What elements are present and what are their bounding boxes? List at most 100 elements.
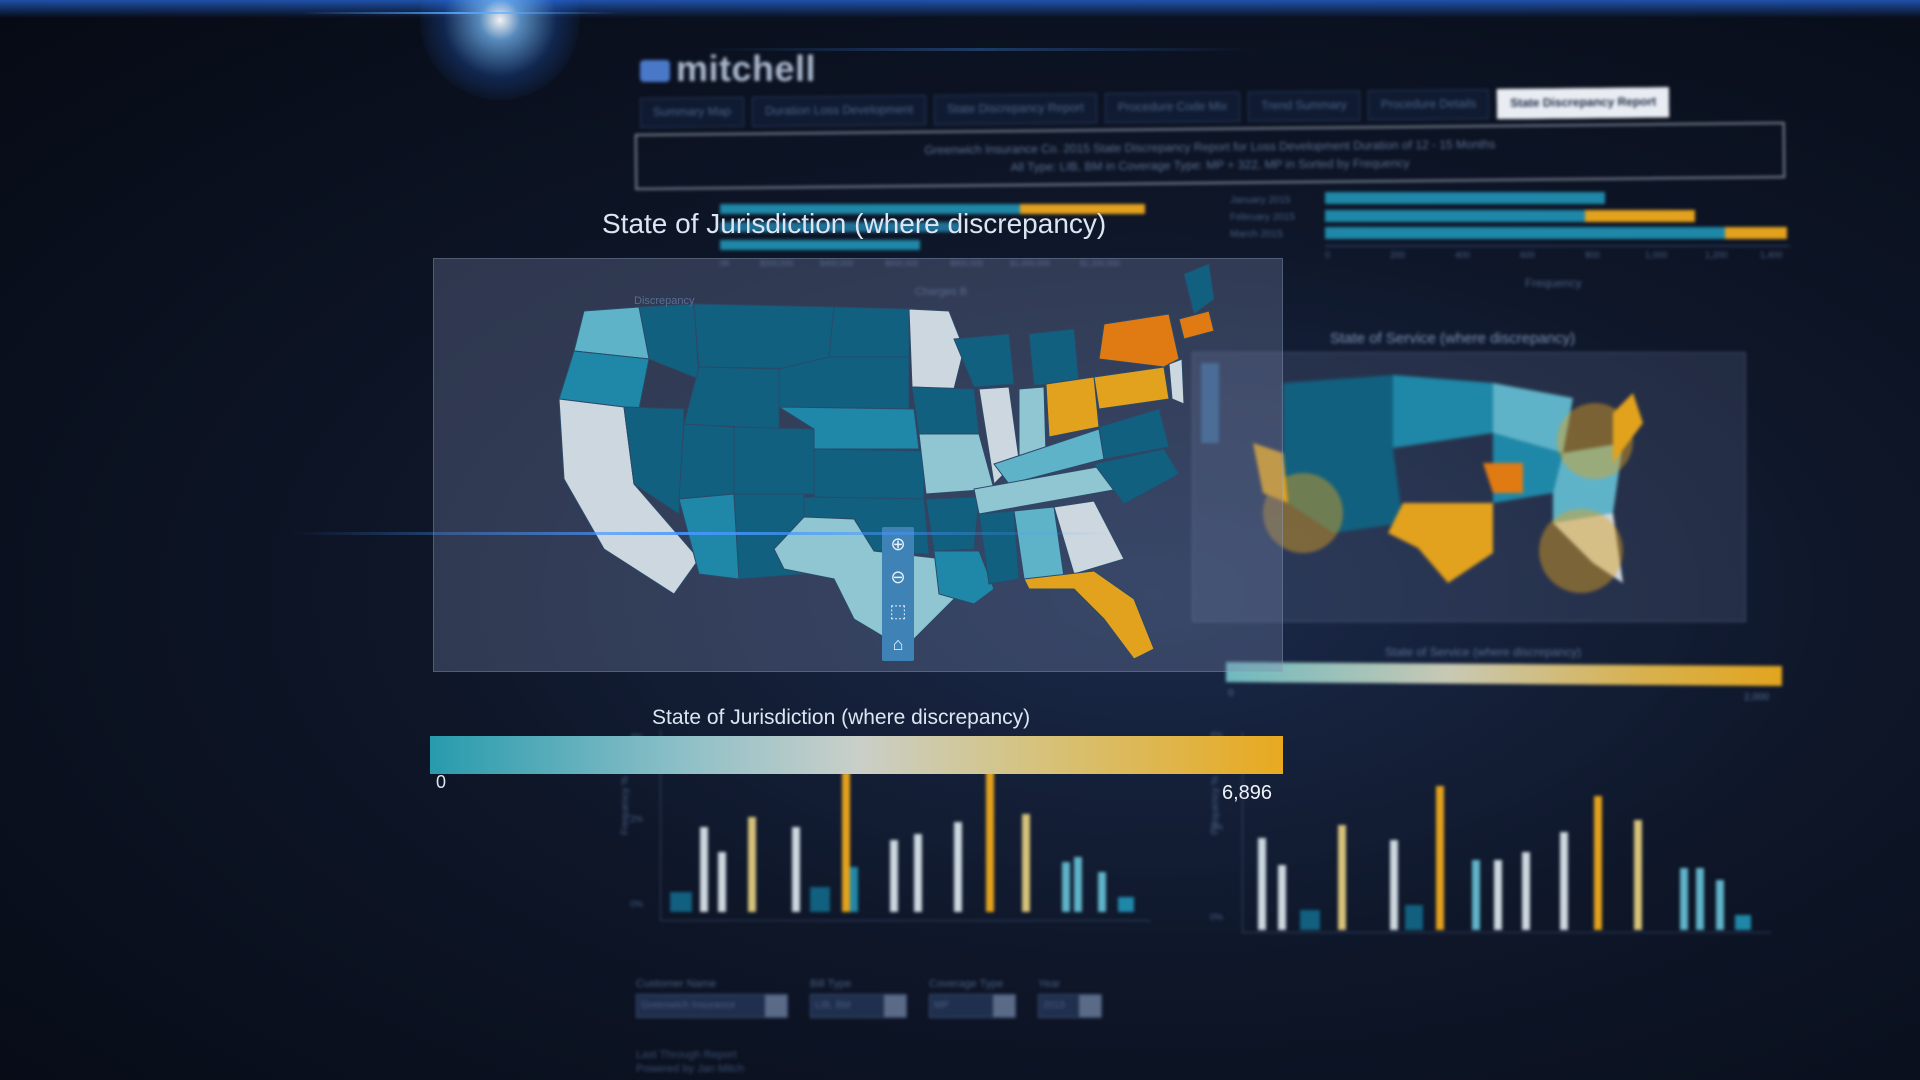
bar-segment	[720, 222, 960, 232]
x-tick: $1,000,000	[1010, 259, 1051, 268]
state-georgia	[1053, 500, 1125, 575]
service-state-region	[1283, 448, 1403, 533]
filter-year[interactable]: Year 2015	[1038, 978, 1102, 1018]
charges-axis-label: Charges B	[915, 286, 967, 298]
filter-bill-type[interactable]: Bill Type LIB, BM	[810, 978, 907, 1018]
year-select[interactable]: 2015	[1038, 994, 1102, 1018]
footer-line1: Last Through Report	[636, 1049, 737, 1061]
jurisdiction-map[interactable]	[434, 259, 1282, 671]
coverage-type-select[interactable]: MP	[929, 994, 1016, 1018]
logo-mark-icon	[640, 60, 670, 83]
column-bar	[890, 840, 898, 912]
column-bar	[1560, 832, 1568, 930]
column-bar	[1522, 852, 1530, 930]
state-pennsylvania	[1093, 366, 1170, 410]
x-tick: 200	[1390, 250, 1405, 260]
bottom-right-bars	[1258, 786, 1751, 930]
x-tick: 0	[1325, 250, 1330, 260]
bar-row-label-1: January 2015	[1230, 195, 1291, 206]
column-bar	[1405, 905, 1423, 930]
state-maine	[1183, 263, 1215, 315]
state-new-jersey	[1168, 358, 1185, 405]
dropdown-arrow-icon[interactable]	[993, 995, 1015, 1017]
tab-procedure-code-mix[interactable]: Procedure Code Mix	[1104, 91, 1241, 124]
x-tick: $1,200,000	[1080, 259, 1121, 268]
x-tick: 1,000	[1645, 250, 1668, 260]
service-state-region	[1483, 463, 1523, 493]
column-bar	[748, 817, 756, 912]
filter-coverage-type[interactable]: Coverage Type MP	[929, 978, 1016, 1018]
column-bar	[850, 867, 858, 912]
state-minnesota	[908, 308, 965, 390]
dropdown-arrow-icon[interactable]	[765, 995, 787, 1017]
service-state-region	[1283, 375, 1393, 453]
lens-flare-ray	[300, 12, 620, 14]
zoom-in-icon: ⊕	[890, 533, 906, 554]
select-region-button[interactable]: ⬚	[887, 600, 909, 622]
state-north-dakota	[828, 306, 910, 358]
dropdown-arrow-icon[interactable]	[1079, 995, 1101, 1017]
zoom-out-button[interactable]: ⊖	[887, 566, 909, 588]
state-michigan	[1028, 328, 1080, 386]
bar-segment	[1325, 227, 1725, 239]
tab-state-discrepancy[interactable]: State Discrepancy Report	[933, 93, 1098, 125]
zoom-in-button[interactable]: ⊕	[887, 533, 909, 555]
jurisdiction-map-panel: ⊕ ⊖ ⬚ ⌂ Discrepancy	[433, 258, 1283, 672]
dropdown-arrow-icon[interactable]	[884, 995, 906, 1017]
filter-value: LIB, BM	[815, 1000, 851, 1011]
bottom-right-column-chart: 4% 2% 0%	[1210, 730, 1751, 930]
tab-duration-loss[interactable]: Duration Loss Development	[751, 95, 927, 127]
column-bar	[1300, 910, 1320, 930]
y-tick: 0%	[630, 899, 643, 909]
us-states	[558, 263, 1215, 660]
service-map	[1201, 363, 1643, 593]
column-bar	[1338, 825, 1346, 930]
column-bar	[1258, 838, 1266, 930]
column-bar	[1716, 880, 1724, 930]
home-button[interactable]: ⌂	[887, 633, 909, 655]
bar-segment	[1020, 204, 1145, 214]
service-state-region	[1553, 443, 1623, 523]
column-bar	[1735, 915, 1751, 930]
state-wyoming	[683, 366, 780, 430]
service-state-region	[1613, 393, 1643, 463]
column-bar	[700, 827, 708, 912]
column-bar	[1634, 820, 1642, 930]
tab-state-discrepancy-report[interactable]: State Discrepancy Report	[1497, 87, 1670, 120]
service-map-title: State of Service (where discrepancy)	[1330, 330, 1576, 347]
bill-type-select[interactable]: LIB, BM	[810, 994, 907, 1018]
filter-label: Year	[1038, 978, 1061, 990]
tab-summary-map[interactable]: Summary Map	[639, 96, 745, 129]
x-tick: 800	[1585, 250, 1600, 260]
customer-name-select[interactable]: Greenwich Insurance	[636, 994, 788, 1018]
bar-segment	[1325, 192, 1605, 204]
filter-customer-name[interactable]: Customer Name Greenwich Insurance	[636, 978, 788, 1018]
filter-bar: Customer Name Greenwich Insurance Bill T…	[636, 978, 1102, 1018]
bar-segment	[720, 204, 1020, 214]
jurisdiction-map-title: State of Jurisdiction (where discrepancy…	[602, 208, 1107, 239]
footer-note: Last Through Report Powered by Jan Mitch	[636, 1048, 744, 1076]
state-colorado	[733, 426, 815, 495]
state-florida	[1023, 570, 1155, 660]
column-bar	[670, 892, 692, 912]
service-state-region	[1553, 513, 1623, 583]
bottom-left-bars	[670, 770, 1134, 912]
state-utah	[678, 423, 735, 500]
tab-trend-summary[interactable]: Trend Summary	[1248, 90, 1360, 122]
state-virginia	[1098, 408, 1170, 460]
state-kansas	[813, 448, 925, 500]
column-bar	[718, 852, 726, 912]
home-icon: ⌂	[892, 634, 904, 655]
bar-row-label-3: March 2015	[1230, 229, 1283, 240]
state-idaho	[638, 303, 700, 380]
bottom-left-chart-frame	[660, 730, 1151, 921]
filter-label: Coverage Type	[929, 978, 1004, 990]
x-tick: 400	[1455, 250, 1470, 260]
filter-value: MP	[934, 1000, 949, 1011]
service-map-toolbar[interactable]	[1201, 363, 1219, 443]
column-bar	[986, 770, 994, 912]
tab-procedure-details[interactable]: Procedure Details	[1367, 89, 1490, 121]
x-tick: 1,400	[1760, 250, 1783, 260]
y-tick: 2%	[630, 814, 643, 824]
